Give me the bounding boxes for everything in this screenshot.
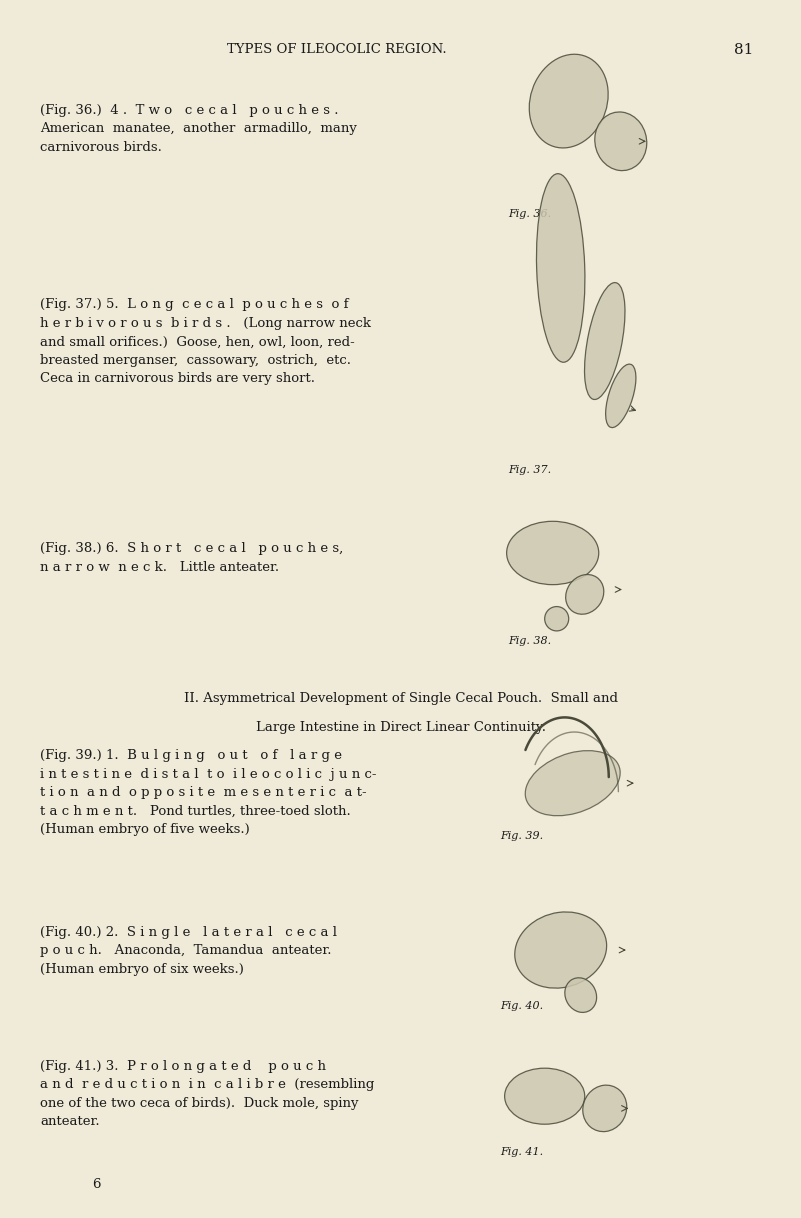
Text: Fig. 39.: Fig. 39.: [501, 831, 544, 840]
Ellipse shape: [566, 575, 604, 614]
Text: (Fig. 36.)  4 .  T w o   c e c a l   p o u c h e s .
American  manatee,  another: (Fig. 36.) 4 . T w o c e c a l p o u c h…: [40, 104, 357, 153]
Text: (Fig. 41.) 3.  P r o l o n g a t e d    p o u c h
a n d  r e d u c t i o n  i n : (Fig. 41.) 3. P r o l o n g a t e d p o …: [40, 1060, 374, 1128]
Ellipse shape: [606, 364, 636, 428]
Text: (Fig. 37.) 5.  L o n g  c e c a l  p o u c h e s  o f
h e r b i v o r o u s  b i: (Fig. 37.) 5. L o n g c e c a l p o u c …: [40, 298, 371, 385]
Ellipse shape: [529, 55, 608, 147]
Ellipse shape: [505, 1068, 585, 1124]
Text: II. Asymmetrical Development of Single Cecal Pouch.  Small and: II. Asymmetrical Development of Single C…: [183, 692, 618, 705]
Text: Fig. 40.: Fig. 40.: [501, 1001, 544, 1011]
Ellipse shape: [525, 750, 620, 816]
Ellipse shape: [515, 912, 606, 988]
Text: (Fig. 39.) 1.  B u l g i n g   o u t   o f   l a r g e
i n t e s t i n e  d i s : (Fig. 39.) 1. B u l g i n g o u t o f l …: [40, 749, 376, 836]
Text: Fig. 41.: Fig. 41.: [501, 1147, 544, 1157]
Ellipse shape: [585, 283, 625, 400]
Text: (Fig. 40.) 2.  S i n g l e   l a t e r a l   c e c a l
p o u c h.   Anaconda,  T: (Fig. 40.) 2. S i n g l e l a t e r a l …: [40, 926, 337, 976]
Text: Fig. 36.: Fig. 36.: [509, 209, 552, 219]
Text: Fig. 38.: Fig. 38.: [509, 636, 552, 646]
Text: (Fig. 38.) 6.  S h o r t   c e c a l   p o u c h e s,
n a r r o w  n e c k.   Li: (Fig. 38.) 6. S h o r t c e c a l p o u …: [40, 542, 344, 574]
Text: Large Intestine in Direct Linear Continuity.: Large Intestine in Direct Linear Continu…: [256, 721, 545, 734]
Text: TYPES OF ILEOCOLIC REGION.: TYPES OF ILEOCOLIC REGION.: [227, 43, 446, 56]
Ellipse shape: [583, 1085, 626, 1132]
Ellipse shape: [537, 174, 585, 362]
Ellipse shape: [506, 521, 598, 585]
Text: 81: 81: [734, 43, 753, 56]
Text: Fig. 37.: Fig. 37.: [509, 465, 552, 475]
Ellipse shape: [545, 607, 569, 631]
Ellipse shape: [595, 112, 646, 171]
Ellipse shape: [565, 978, 597, 1012]
Text: 6: 6: [92, 1178, 100, 1191]
